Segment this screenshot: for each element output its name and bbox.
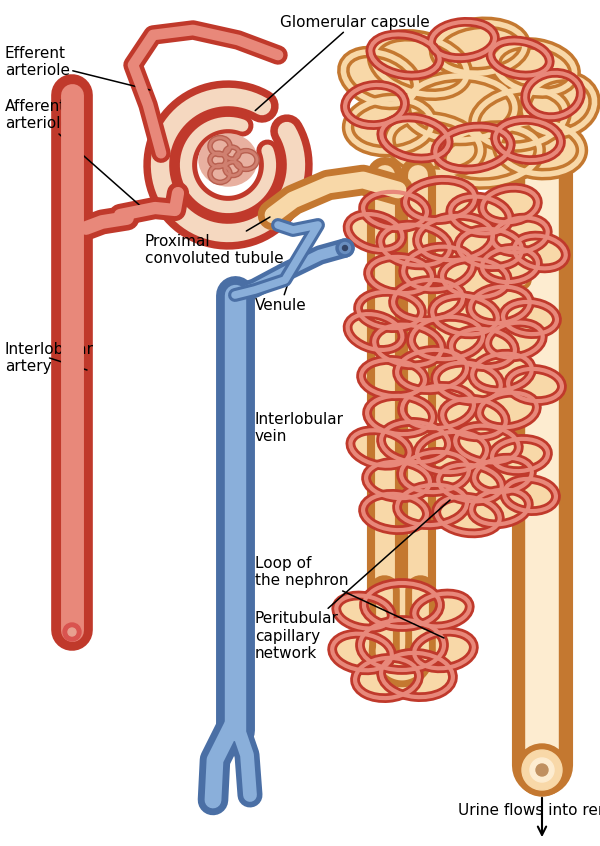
Circle shape: [479, 380, 485, 384]
Circle shape: [336, 239, 354, 257]
Circle shape: [478, 270, 482, 274]
Text: Peritubular
capillary
network: Peritubular capillary network: [255, 500, 450, 661]
Ellipse shape: [347, 214, 403, 250]
Ellipse shape: [479, 393, 537, 427]
Circle shape: [63, 623, 81, 641]
Ellipse shape: [440, 126, 539, 184]
Ellipse shape: [348, 99, 432, 151]
Ellipse shape: [411, 317, 483, 360]
Ellipse shape: [361, 360, 425, 396]
Ellipse shape: [432, 295, 498, 334]
Ellipse shape: [389, 118, 481, 173]
Ellipse shape: [487, 322, 543, 357]
Text: Urine flows into renal papilla: Urine flows into renal papilla: [458, 803, 600, 817]
Circle shape: [477, 377, 487, 387]
Circle shape: [472, 264, 488, 280]
Ellipse shape: [436, 497, 500, 533]
Ellipse shape: [442, 259, 508, 297]
Ellipse shape: [363, 192, 427, 228]
Ellipse shape: [417, 216, 493, 261]
Ellipse shape: [492, 217, 548, 252]
Ellipse shape: [374, 325, 442, 365]
Ellipse shape: [414, 632, 474, 668]
Circle shape: [479, 157, 489, 167]
Ellipse shape: [405, 180, 475, 220]
Ellipse shape: [350, 431, 410, 466]
Ellipse shape: [397, 485, 467, 525]
Ellipse shape: [364, 583, 440, 627]
Ellipse shape: [393, 280, 463, 320]
Circle shape: [516, 744, 568, 796]
Ellipse shape: [336, 596, 392, 629]
Ellipse shape: [405, 76, 515, 140]
Ellipse shape: [380, 224, 450, 266]
Ellipse shape: [503, 302, 557, 334]
Ellipse shape: [471, 490, 529, 525]
Ellipse shape: [508, 369, 562, 401]
Ellipse shape: [373, 36, 467, 95]
Ellipse shape: [435, 363, 501, 401]
Ellipse shape: [458, 229, 522, 267]
Text: Interlobular
vein: Interlobular vein: [235, 412, 344, 444]
Ellipse shape: [367, 396, 433, 434]
Ellipse shape: [363, 494, 427, 530]
Ellipse shape: [470, 287, 530, 323]
Circle shape: [343, 245, 347, 250]
Circle shape: [68, 628, 76, 636]
Circle shape: [522, 750, 562, 790]
Ellipse shape: [475, 90, 566, 146]
Ellipse shape: [451, 329, 515, 367]
Ellipse shape: [482, 248, 538, 282]
Ellipse shape: [414, 594, 470, 627]
Circle shape: [474, 374, 490, 390]
Text: Afferent
arteriole: Afferent arteriole: [5, 99, 145, 210]
Ellipse shape: [514, 235, 566, 268]
Ellipse shape: [381, 422, 449, 462]
Ellipse shape: [347, 314, 403, 350]
Ellipse shape: [474, 458, 532, 492]
Ellipse shape: [492, 439, 548, 471]
Ellipse shape: [199, 134, 257, 186]
Circle shape: [530, 758, 554, 782]
Ellipse shape: [482, 188, 538, 222]
Circle shape: [340, 243, 350, 254]
Text: Efferent
arteriole: Efferent arteriole: [5, 46, 150, 90]
Ellipse shape: [496, 43, 575, 92]
Text: Venule: Venule: [255, 262, 307, 312]
Ellipse shape: [355, 658, 419, 698]
Ellipse shape: [450, 196, 510, 233]
Ellipse shape: [397, 350, 467, 390]
Ellipse shape: [472, 354, 532, 390]
Ellipse shape: [401, 452, 469, 492]
Ellipse shape: [498, 122, 582, 174]
Ellipse shape: [435, 23, 525, 74]
Ellipse shape: [526, 76, 595, 134]
Ellipse shape: [360, 620, 444, 670]
Circle shape: [475, 267, 485, 277]
Ellipse shape: [381, 653, 453, 697]
Ellipse shape: [403, 247, 473, 289]
Ellipse shape: [442, 398, 506, 437]
Ellipse shape: [366, 462, 430, 498]
Ellipse shape: [402, 386, 474, 428]
Ellipse shape: [343, 52, 416, 104]
Text: Proximal
convoluted tubule: Proximal convoluted tubule: [145, 217, 284, 266]
Ellipse shape: [455, 426, 519, 463]
Ellipse shape: [368, 257, 432, 294]
Circle shape: [482, 160, 487, 164]
Ellipse shape: [438, 464, 502, 502]
Ellipse shape: [504, 479, 556, 511]
Circle shape: [476, 154, 492, 170]
Circle shape: [57, 617, 87, 647]
Ellipse shape: [358, 292, 422, 328]
Text: Interlobular
artery: Interlobular artery: [5, 342, 94, 374]
Circle shape: [536, 764, 548, 776]
Ellipse shape: [417, 431, 487, 472]
Ellipse shape: [332, 634, 392, 670]
Text: Glomerular capsule: Glomerular capsule: [255, 14, 430, 111]
Text: Loop of
the nephron: Loop of the nephron: [255, 556, 444, 638]
